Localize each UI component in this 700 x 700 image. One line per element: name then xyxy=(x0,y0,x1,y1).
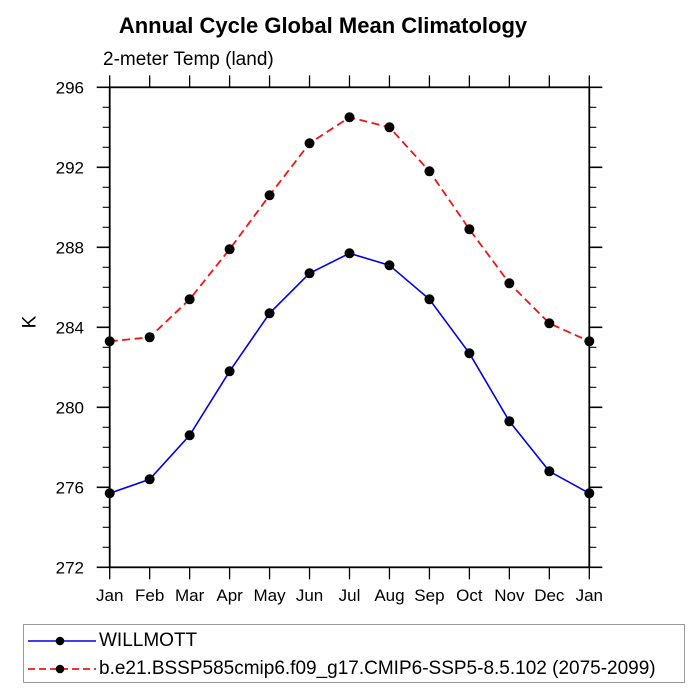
data-point-model xyxy=(584,336,595,347)
x-tick-label: Mar xyxy=(175,586,205,605)
x-tick-label: Apr xyxy=(216,586,243,605)
x-tick-label: Aug xyxy=(374,586,404,605)
data-point-model xyxy=(344,112,355,123)
data-point-model xyxy=(224,244,235,255)
data-point-model xyxy=(544,318,555,329)
x-tick-label: Jun xyxy=(296,586,323,605)
chart-title: Annual Cycle Global Mean Climatology xyxy=(118,13,528,38)
x-tick-label: Dec xyxy=(534,586,565,605)
data-point-model xyxy=(304,138,315,149)
y-tick-label: 288 xyxy=(56,238,84,257)
chart-subtitle: 2-meter Temp (land) xyxy=(103,49,274,70)
y-tick-label: 296 xyxy=(56,78,84,97)
x-tick-label: Jan xyxy=(96,586,123,605)
series-line-model xyxy=(109,116,590,343)
data-point-model xyxy=(504,278,515,289)
x-tick-label: Nov xyxy=(494,586,525,605)
data-point-model xyxy=(464,224,475,235)
x-tick-label: Feb xyxy=(135,586,164,605)
legend-label-model: b.e21.BSSP585cmip6.f09_g17.CMIP6-SSP5-8.… xyxy=(99,658,656,679)
legend: WILLMOTT b.e21.BSSP585cmip6.f09_g17.CMIP… xyxy=(23,624,685,683)
y-tick-label: 276 xyxy=(56,478,84,497)
data-point-willmott xyxy=(144,474,155,485)
data-point-willmott xyxy=(504,416,515,427)
x-tick-label: Jul xyxy=(339,586,361,605)
plot-frame xyxy=(108,86,591,569)
legend-entry-willmott: WILLMOTT xyxy=(28,630,197,652)
data-point-willmott xyxy=(464,348,475,359)
legend-marker-dot xyxy=(55,636,65,646)
data-point-model xyxy=(424,166,435,177)
y-tick-label: 272 xyxy=(56,558,84,577)
data-point-model xyxy=(184,294,195,305)
legend-sample-model-line xyxy=(28,664,96,674)
data-point-willmott xyxy=(224,366,235,377)
data-point-willmott xyxy=(424,294,435,305)
legend-sample-willmott-line xyxy=(28,636,96,646)
x-tick-label: Jan xyxy=(576,586,603,605)
data-point-willmott xyxy=(384,260,395,271)
data-point-willmott xyxy=(584,488,595,499)
data-point-model xyxy=(144,332,155,343)
x-tick-label: Oct xyxy=(456,586,483,605)
data-point-willmott xyxy=(304,268,315,279)
data-point-willmott xyxy=(264,308,275,319)
legend-label-willmott: WILLMOTT xyxy=(99,630,198,651)
x-tick-label: Sep xyxy=(414,586,444,605)
data-point-model xyxy=(264,190,275,201)
series-line-willmott xyxy=(109,252,590,495)
legend-marker-dot xyxy=(55,664,65,674)
y-tick-label: 284 xyxy=(56,318,84,337)
data-point-willmott xyxy=(344,248,355,259)
y-tick-label: 280 xyxy=(56,398,84,417)
y-tick-label: 292 xyxy=(56,158,84,177)
data-point-willmott xyxy=(104,488,115,499)
data-point-willmott xyxy=(544,466,555,477)
legend-entry-model: b.e21.BSSP585cmip6.f09_g17.CMIP6-SSP5-8.… xyxy=(28,658,656,680)
data-point-willmott xyxy=(184,430,195,441)
data-point-model xyxy=(384,122,395,133)
data-point-model xyxy=(104,336,115,347)
x-tick-label: May xyxy=(254,586,287,605)
